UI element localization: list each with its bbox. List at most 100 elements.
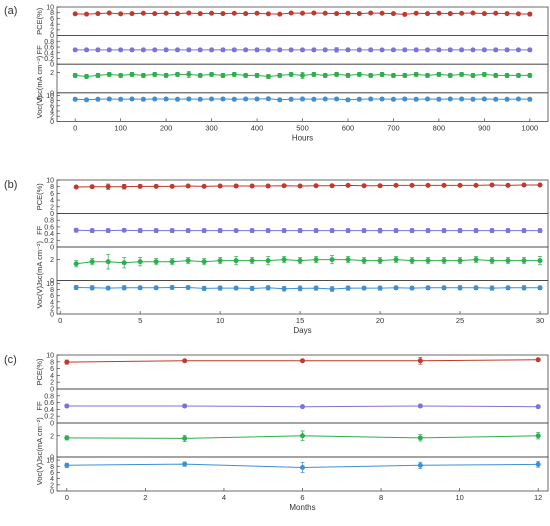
chart-part-c: (c)0246810PCE(%)00.20.40.60.8FF02Jsc(mA … [4,353,549,512]
data-point [288,47,294,53]
y-tick-label: 0 [50,489,54,496]
y-tick-label: 4 [50,299,54,306]
data-point [345,285,351,291]
data-point [152,71,158,77]
data-point [361,285,367,291]
data-point [470,96,476,102]
data-point [322,47,328,53]
data-point [265,258,271,264]
data-point [413,96,419,102]
data-point [95,11,101,17]
data-point [299,47,305,53]
data-point [186,47,192,53]
y-axis-label: FF [35,45,44,55]
data-point [129,11,135,17]
data-point [73,261,79,267]
data-point [163,96,169,102]
data-point [504,11,510,17]
data-point [311,96,317,102]
y-tick-label: 6 [50,293,54,300]
data-point [73,184,79,190]
data-point [521,258,527,264]
data-point [311,71,317,77]
y-tick-label: 0.6 [44,400,54,407]
data-point [417,403,423,409]
x-tick-label: 2 [143,493,147,502]
series-line [76,259,540,265]
data-point [521,182,527,188]
y-tick-label: 10 [46,281,54,288]
data-point [379,71,385,77]
data-point [243,11,249,17]
y-tick-label: 0.6 [44,224,54,231]
data-point [288,10,294,16]
data-point [217,285,223,291]
data-point [537,182,543,188]
y-tick-label: 0 [50,90,54,97]
y-tick-label: 4 [50,198,54,205]
data-point [393,182,399,188]
data-point [265,47,271,53]
y-tick-label: 8 [50,184,54,191]
y-tick-label: 0.8 [44,39,54,46]
data-point [169,259,175,265]
data-point [185,228,191,234]
data-point [209,10,215,16]
data-point [425,47,431,53]
data-point [425,285,431,291]
data-point [197,11,203,17]
data-point [89,285,95,291]
y-tick-label: 0 [50,312,54,319]
data-point [299,433,305,439]
data-point [368,47,374,53]
data-point [441,258,447,264]
data-point [185,183,191,189]
data-point [322,96,328,102]
x-tick-label: 4 [222,493,226,502]
data-point [535,404,541,410]
data-point [121,184,127,190]
data-point [249,258,255,264]
y-tick-label: 0.2 [44,238,54,245]
data-point [129,71,135,77]
data-point [169,285,175,291]
y-axis-label: Voc(V) [35,462,44,485]
data-point [377,258,383,264]
y-axis-label: Voc(V) [35,95,44,118]
data-point [537,285,543,291]
data-point [288,96,294,102]
data-point [281,228,287,234]
data-point [233,183,239,189]
data-point [356,71,362,77]
data-point [297,258,303,264]
y-axis-label: Jsc(mA cm⁻²) [35,55,44,101]
data-point [201,285,207,291]
data-point [129,47,135,53]
x-tick-label: 400 [251,123,264,132]
y-tick-label: 0 [50,455,54,462]
data-point [220,96,226,102]
data-point [106,47,112,53]
data-point [174,47,180,53]
data-point [217,228,223,234]
data-point [409,228,415,234]
data-point [425,11,431,17]
data-point [174,11,180,17]
data-point [118,11,124,17]
panel-3: 0 2 Jsc(mA cm⁻²) [35,240,549,287]
data-point [186,10,192,16]
y-tick-label: 2 [50,305,54,312]
data-point [473,182,479,188]
y-tick-label: 4 [50,476,54,483]
data-point [527,47,533,53]
data-point [288,71,294,77]
data-point [345,228,351,234]
data-point [417,462,423,468]
data-point [409,182,415,188]
data-point [89,228,95,234]
data-point [441,228,447,234]
data-point [153,285,159,291]
